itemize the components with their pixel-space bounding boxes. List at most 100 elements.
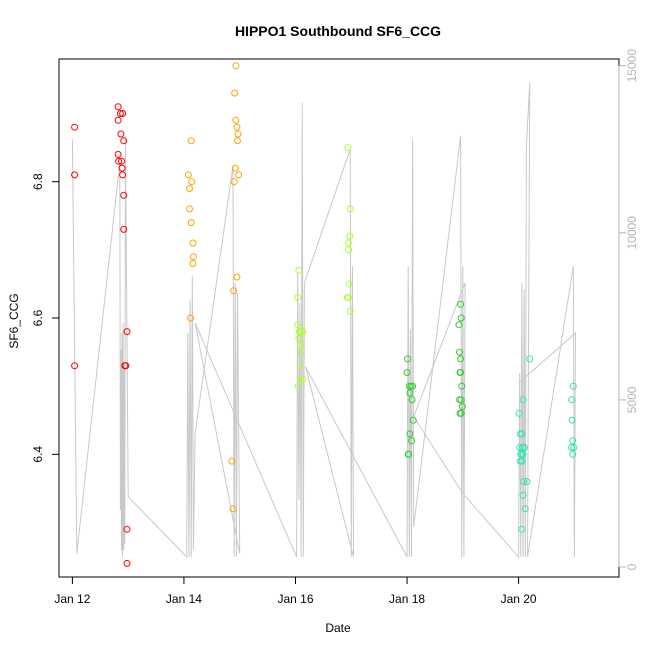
data-point	[346, 307, 354, 315]
data-point	[71, 171, 79, 179]
data-point	[115, 157, 123, 165]
data-point	[296, 362, 304, 370]
data-point	[228, 457, 236, 465]
secondary-y-tick-label: 10000	[625, 216, 639, 250]
data-point	[406, 389, 414, 397]
data-point	[118, 157, 125, 165]
data-point	[521, 505, 529, 513]
data-points	[71, 62, 578, 567]
secondary-y-axis: 0 5000 10000 15000	[618, 49, 639, 570]
data-point	[295, 334, 303, 342]
data-point	[116, 110, 124, 117]
data-point	[403, 369, 411, 376]
y-tick-label: 6.6	[31, 309, 45, 326]
data-point	[516, 444, 524, 451]
data-point	[299, 375, 307, 383]
data-point	[71, 123, 79, 131]
data-point	[186, 185, 193, 192]
data-point	[515, 409, 523, 417]
data-point	[71, 362, 79, 370]
data-point	[189, 239, 197, 247]
data-point	[294, 294, 302, 302]
data-point	[120, 191, 128, 199]
data-point	[123, 525, 131, 533]
data-point	[233, 123, 241, 131]
altitude-series	[71, 82, 577, 559]
data-point	[187, 314, 195, 322]
data-point	[114, 150, 122, 158]
data-point	[520, 478, 528, 486]
data-point	[408, 437, 415, 445]
data-point	[409, 416, 417, 424]
data-point	[123, 559, 131, 567]
data-point	[119, 171, 127, 179]
data-point	[187, 137, 195, 145]
data-point	[233, 273, 241, 281]
data-point	[120, 137, 128, 145]
data-point	[120, 225, 128, 233]
data-point	[187, 219, 195, 227]
data-point	[455, 321, 463, 329]
data-point	[230, 287, 238, 295]
data-point	[114, 103, 122, 111]
data-point	[297, 341, 304, 349]
secondary-y-tick-label: 5000	[625, 386, 639, 413]
data-point	[519, 396, 527, 404]
data-point	[457, 355, 465, 363]
x-tick-label: Jan 14	[166, 592, 202, 606]
data-point	[569, 437, 577, 445]
data-point	[457, 300, 465, 308]
data-point	[405, 450, 413, 458]
data-point	[122, 362, 130, 370]
data-point	[346, 232, 354, 240]
data-point	[345, 246, 352, 254]
data-point	[406, 430, 414, 438]
data-point	[294, 382, 302, 390]
data-point	[518, 457, 526, 465]
data-point	[568, 444, 576, 451]
data-point	[114, 116, 122, 124]
data-point	[234, 137, 241, 145]
x-tick-label: Jan 12	[54, 592, 90, 606]
data-point	[570, 444, 578, 451]
data-point	[229, 505, 237, 513]
secondary-y-tick-label: 0	[625, 563, 639, 570]
y-axis: 6.4 6.6 6.8	[31, 173, 60, 463]
data-point	[299, 328, 307, 336]
data-point	[457, 314, 465, 322]
data-point	[119, 110, 127, 117]
data-point	[520, 444, 528, 451]
y-axis-label: SF6_CCG	[7, 293, 21, 348]
data-point	[569, 450, 577, 458]
x-axis: Jan 12 Jan 14 Jan 16 Jan 18 Jan 20	[54, 576, 537, 606]
data-point	[345, 239, 352, 247]
data-point	[298, 348, 306, 356]
data-point	[346, 205, 354, 213]
x-axis-label: Date	[325, 621, 351, 635]
data-point	[231, 89, 239, 97]
data-point	[523, 478, 531, 486]
data-point	[294, 321, 302, 329]
data-point	[345, 280, 353, 288]
data-point	[519, 450, 527, 458]
data-point	[123, 328, 131, 336]
data-point	[404, 355, 412, 363]
y-tick-label: 6.4	[31, 446, 45, 463]
data-point	[232, 116, 240, 124]
data-point	[458, 382, 466, 390]
altitude-line	[71, 82, 577, 559]
data-point	[526, 355, 534, 363]
data-point	[457, 369, 465, 376]
x-tick-label: Jan 16	[277, 592, 313, 606]
data-point	[232, 62, 240, 70]
data-point	[184, 171, 192, 179]
data-point	[117, 130, 125, 138]
x-tick-label: Jan 18	[389, 592, 425, 606]
secondary-y-tick-label: 15000	[625, 49, 639, 83]
data-point	[235, 171, 243, 179]
data-point	[186, 205, 193, 213]
data-point	[456, 348, 463, 356]
data-point	[518, 525, 526, 533]
data-point	[568, 396, 576, 404]
x-tick-label: Jan 20	[501, 592, 537, 606]
